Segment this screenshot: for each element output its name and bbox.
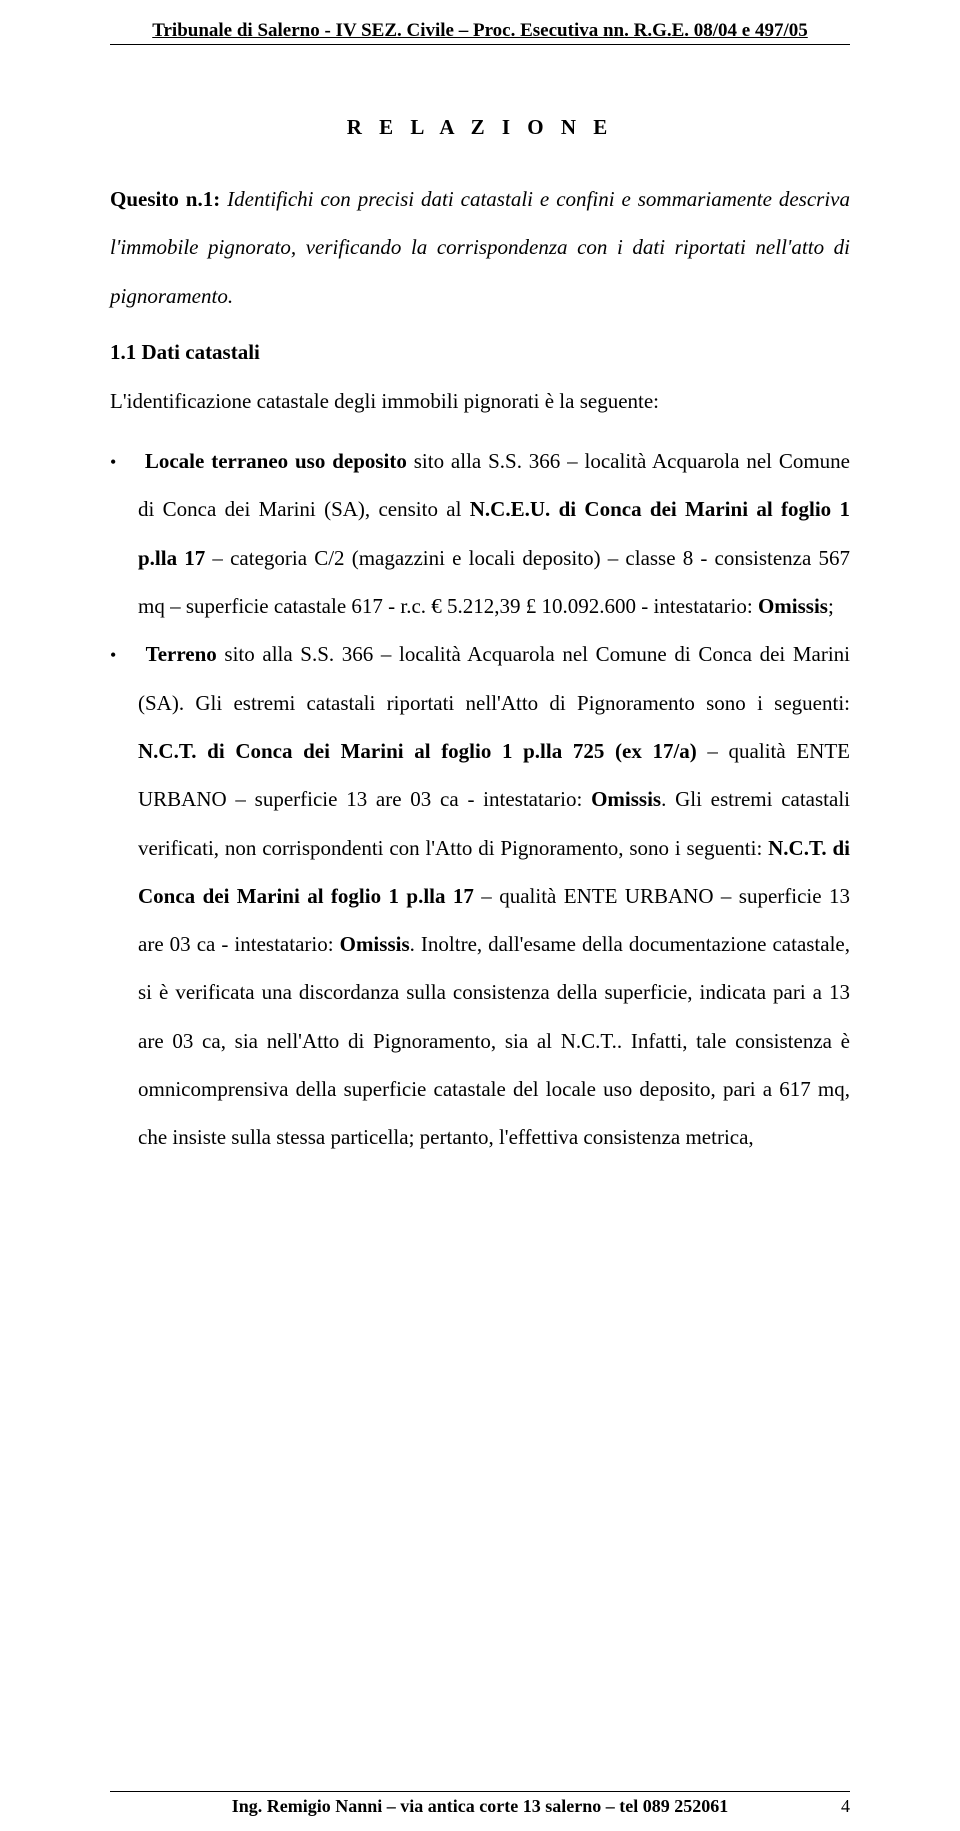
quesito-paragraph: Quesito n.1: Identifichi con precisi dat…: [110, 175, 850, 320]
footer-rule: [110, 1791, 850, 1792]
page-header: Tribunale di Salerno - IV SEZ. Civile – …: [110, 20, 850, 42]
bullet-bold-ref: N.C.T. di Conca dei Marini al foglio 1 p…: [138, 739, 697, 763]
bullet-bold-lead: Locale terraneo uso deposito: [145, 449, 407, 473]
page-number: 4: [841, 1796, 850, 1817]
quesito-body: Identifichi con precisi dati catastali e…: [110, 187, 850, 308]
bullet-list: Locale terraneo uso deposito sito alla S…: [110, 437, 850, 1161]
omissis-text: Omissis: [591, 787, 661, 811]
omissis-text: Omissis: [340, 932, 410, 956]
header-rule: [110, 44, 850, 45]
bullet-text: – categoria C/2 (magazzini e locali depo…: [138, 546, 850, 618]
bullet-text: ;: [828, 594, 834, 618]
list-item: Terreno sito alla S.S. 366 – località Ac…: [110, 630, 850, 1161]
bullet-text: . Inoltre, dall'esame della documentazio…: [138, 932, 850, 1149]
omissis-text: Omissis: [758, 594, 828, 618]
bullet-bold-lead: Terreno: [146, 642, 217, 666]
section-intro: L'identificazione catastale degli immobi…: [110, 377, 850, 425]
footer-text: Ing. Remigio Nanni – via antica corte 13…: [232, 1796, 728, 1816]
list-item: Locale terraneo uso deposito sito alla S…: [110, 437, 850, 630]
quesito-label: Quesito n.1:: [110, 187, 220, 211]
document-title: R E L A Z I O N E: [110, 115, 850, 140]
page-footer: Ing. Remigio Nanni – via antica corte 13…: [110, 1791, 850, 1817]
page-container: Tribunale di Salerno - IV SEZ. Civile – …: [0, 0, 960, 1831]
section-heading: 1.1 Dati catastali: [110, 340, 850, 365]
bullet-text: sito alla S.S. 366 – località Acquarola …: [138, 642, 850, 714]
